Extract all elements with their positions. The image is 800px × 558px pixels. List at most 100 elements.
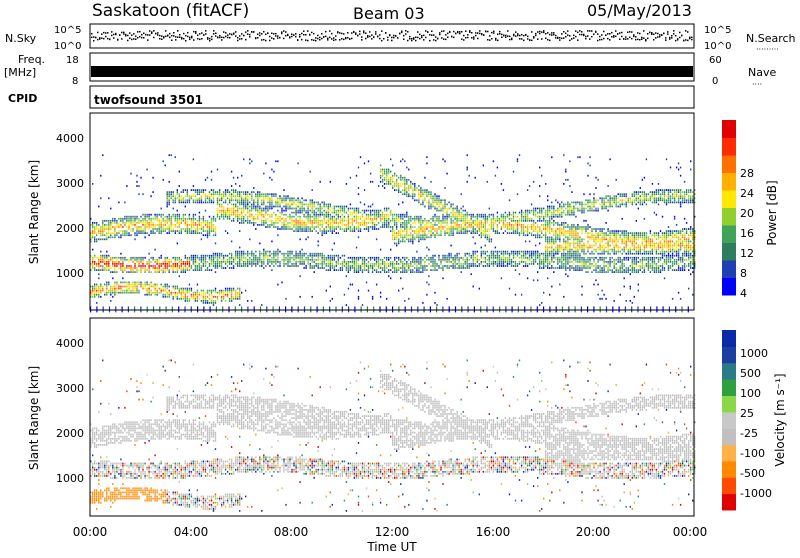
- power-cell: [472, 230, 474, 232]
- power-cell: [104, 258, 106, 261]
- power-cell: [249, 215, 251, 218]
- power-cell: [257, 213, 259, 216]
- power-cell: [329, 217, 331, 220]
- power-cell: [90, 289, 92, 292]
- power-cell: [253, 207, 255, 210]
- power-cell: [506, 263, 509, 265]
- power-cell: [271, 207, 273, 210]
- power-cell: [130, 285, 132, 288]
- power-cell: [329, 215, 331, 218]
- power-cell: [172, 199, 174, 202]
- power-cell: [363, 228, 366, 230]
- noise-dot: [431, 30, 433, 32]
- power-cell: [196, 226, 199, 228]
- power-cell: [386, 224, 388, 226]
- power-cell: [235, 293, 237, 296]
- power-cell: [337, 217, 339, 220]
- power-cell: [255, 217, 257, 220]
- noise-dot: [209, 37, 211, 40]
- power-cell: [514, 256, 517, 259]
- power-cell: [186, 224, 188, 226]
- power-cell: [510, 265, 513, 267]
- power-cell: [178, 256, 180, 259]
- power-cell: [476, 250, 478, 253]
- power-cell: [102, 232, 104, 234]
- power-cell: [392, 236, 394, 239]
- power-cell: [124, 289, 126, 292]
- power-cell: [146, 226, 148, 228]
- power-cell: [212, 189, 215, 191]
- power-cell: [426, 191, 428, 193]
- power-cell: [166, 291, 168, 294]
- noise-dot: [651, 33, 653, 35]
- power-cell: [170, 219, 172, 222]
- power-cell: [392, 174, 394, 177]
- power-cell: [329, 300, 331, 302]
- noise-dot: [655, 32, 657, 34]
- power-cell: [273, 226, 275, 228]
- power-cell: [361, 304, 364, 306]
- power-cell: [239, 258, 241, 261]
- power-cell: [172, 224, 174, 226]
- power-cell: [522, 256, 525, 259]
- power-cell: [265, 219, 267, 222]
- power-cell: [307, 213, 309, 216]
- power-cell: [430, 265, 432, 267]
- power-cell: [245, 261, 247, 263]
- power-cell: [474, 219, 476, 222]
- power-cell: [265, 211, 267, 214]
- power-cell: [440, 224, 442, 226]
- power-cell: [122, 291, 124, 294]
- power-cell: [490, 240, 493, 243]
- power-cell: [524, 213, 527, 216]
- power-cell: [291, 228, 293, 230]
- power-cell: [482, 232, 484, 234]
- power-cell: [148, 258, 150, 261]
- power-cell: [188, 269, 191, 271]
- power-cell: [510, 232, 513, 234]
- power-cell: [375, 217, 378, 220]
- power-cell: [323, 254, 325, 257]
- power-cell: [168, 180, 170, 183]
- power-cell: [267, 217, 269, 220]
- power-cell: [418, 185, 420, 187]
- power-cell: [152, 265, 154, 267]
- power-cell: [496, 254, 499, 257]
- power-cell: [494, 246, 497, 249]
- power-cell: [516, 228, 519, 230]
- power-cell: [408, 228, 410, 230]
- power-cell: [188, 265, 191, 267]
- power-cell: [373, 215, 376, 218]
- power-cell: [178, 287, 180, 290]
- power-cell: [136, 287, 138, 290]
- power-cell: [261, 261, 263, 263]
- power-cell: [514, 232, 517, 234]
- power-cell: [158, 263, 160, 265]
- power-cell: [428, 256, 430, 259]
- power-cell: [482, 217, 484, 220]
- power-cell: [327, 258, 329, 261]
- power-cell: [106, 289, 108, 292]
- power-cell: [146, 289, 148, 292]
- power-cell: [212, 295, 215, 298]
- power-cell: [398, 183, 400, 185]
- power-cell: [319, 205, 321, 208]
- power-cell: [138, 193, 140, 196]
- power-cell: [341, 209, 344, 212]
- power-cell: [510, 228, 513, 230]
- power-cell: [494, 174, 497, 177]
- power-cell: [418, 269, 420, 271]
- power-cell: [94, 289, 96, 292]
- power-cell: [470, 226, 472, 228]
- power-cell: [267, 226, 269, 228]
- power-cell: [212, 199, 215, 202]
- power-cell: [434, 201, 436, 204]
- power-cell: [232, 258, 235, 261]
- power-cell: [116, 224, 118, 226]
- noise-dot: [171, 39, 173, 41]
- power-cell: [160, 215, 162, 218]
- power-cell: [152, 283, 154, 286]
- power-cell: [486, 250, 488, 253]
- power-cell: [434, 254, 436, 257]
- power-cell: [212, 228, 215, 230]
